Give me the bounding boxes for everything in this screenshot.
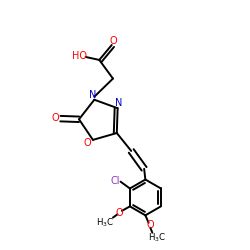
Text: O: O bbox=[116, 208, 124, 218]
Text: O: O bbox=[52, 113, 59, 123]
Text: N: N bbox=[90, 90, 97, 100]
Text: N: N bbox=[115, 98, 122, 108]
Text: O: O bbox=[146, 220, 154, 230]
Text: H$_3$C: H$_3$C bbox=[96, 216, 115, 229]
Text: Cl: Cl bbox=[111, 176, 120, 186]
Text: O: O bbox=[109, 36, 117, 46]
Text: O: O bbox=[84, 138, 91, 148]
Text: HO: HO bbox=[72, 51, 87, 61]
Text: H$_3$C: H$_3$C bbox=[148, 232, 167, 244]
